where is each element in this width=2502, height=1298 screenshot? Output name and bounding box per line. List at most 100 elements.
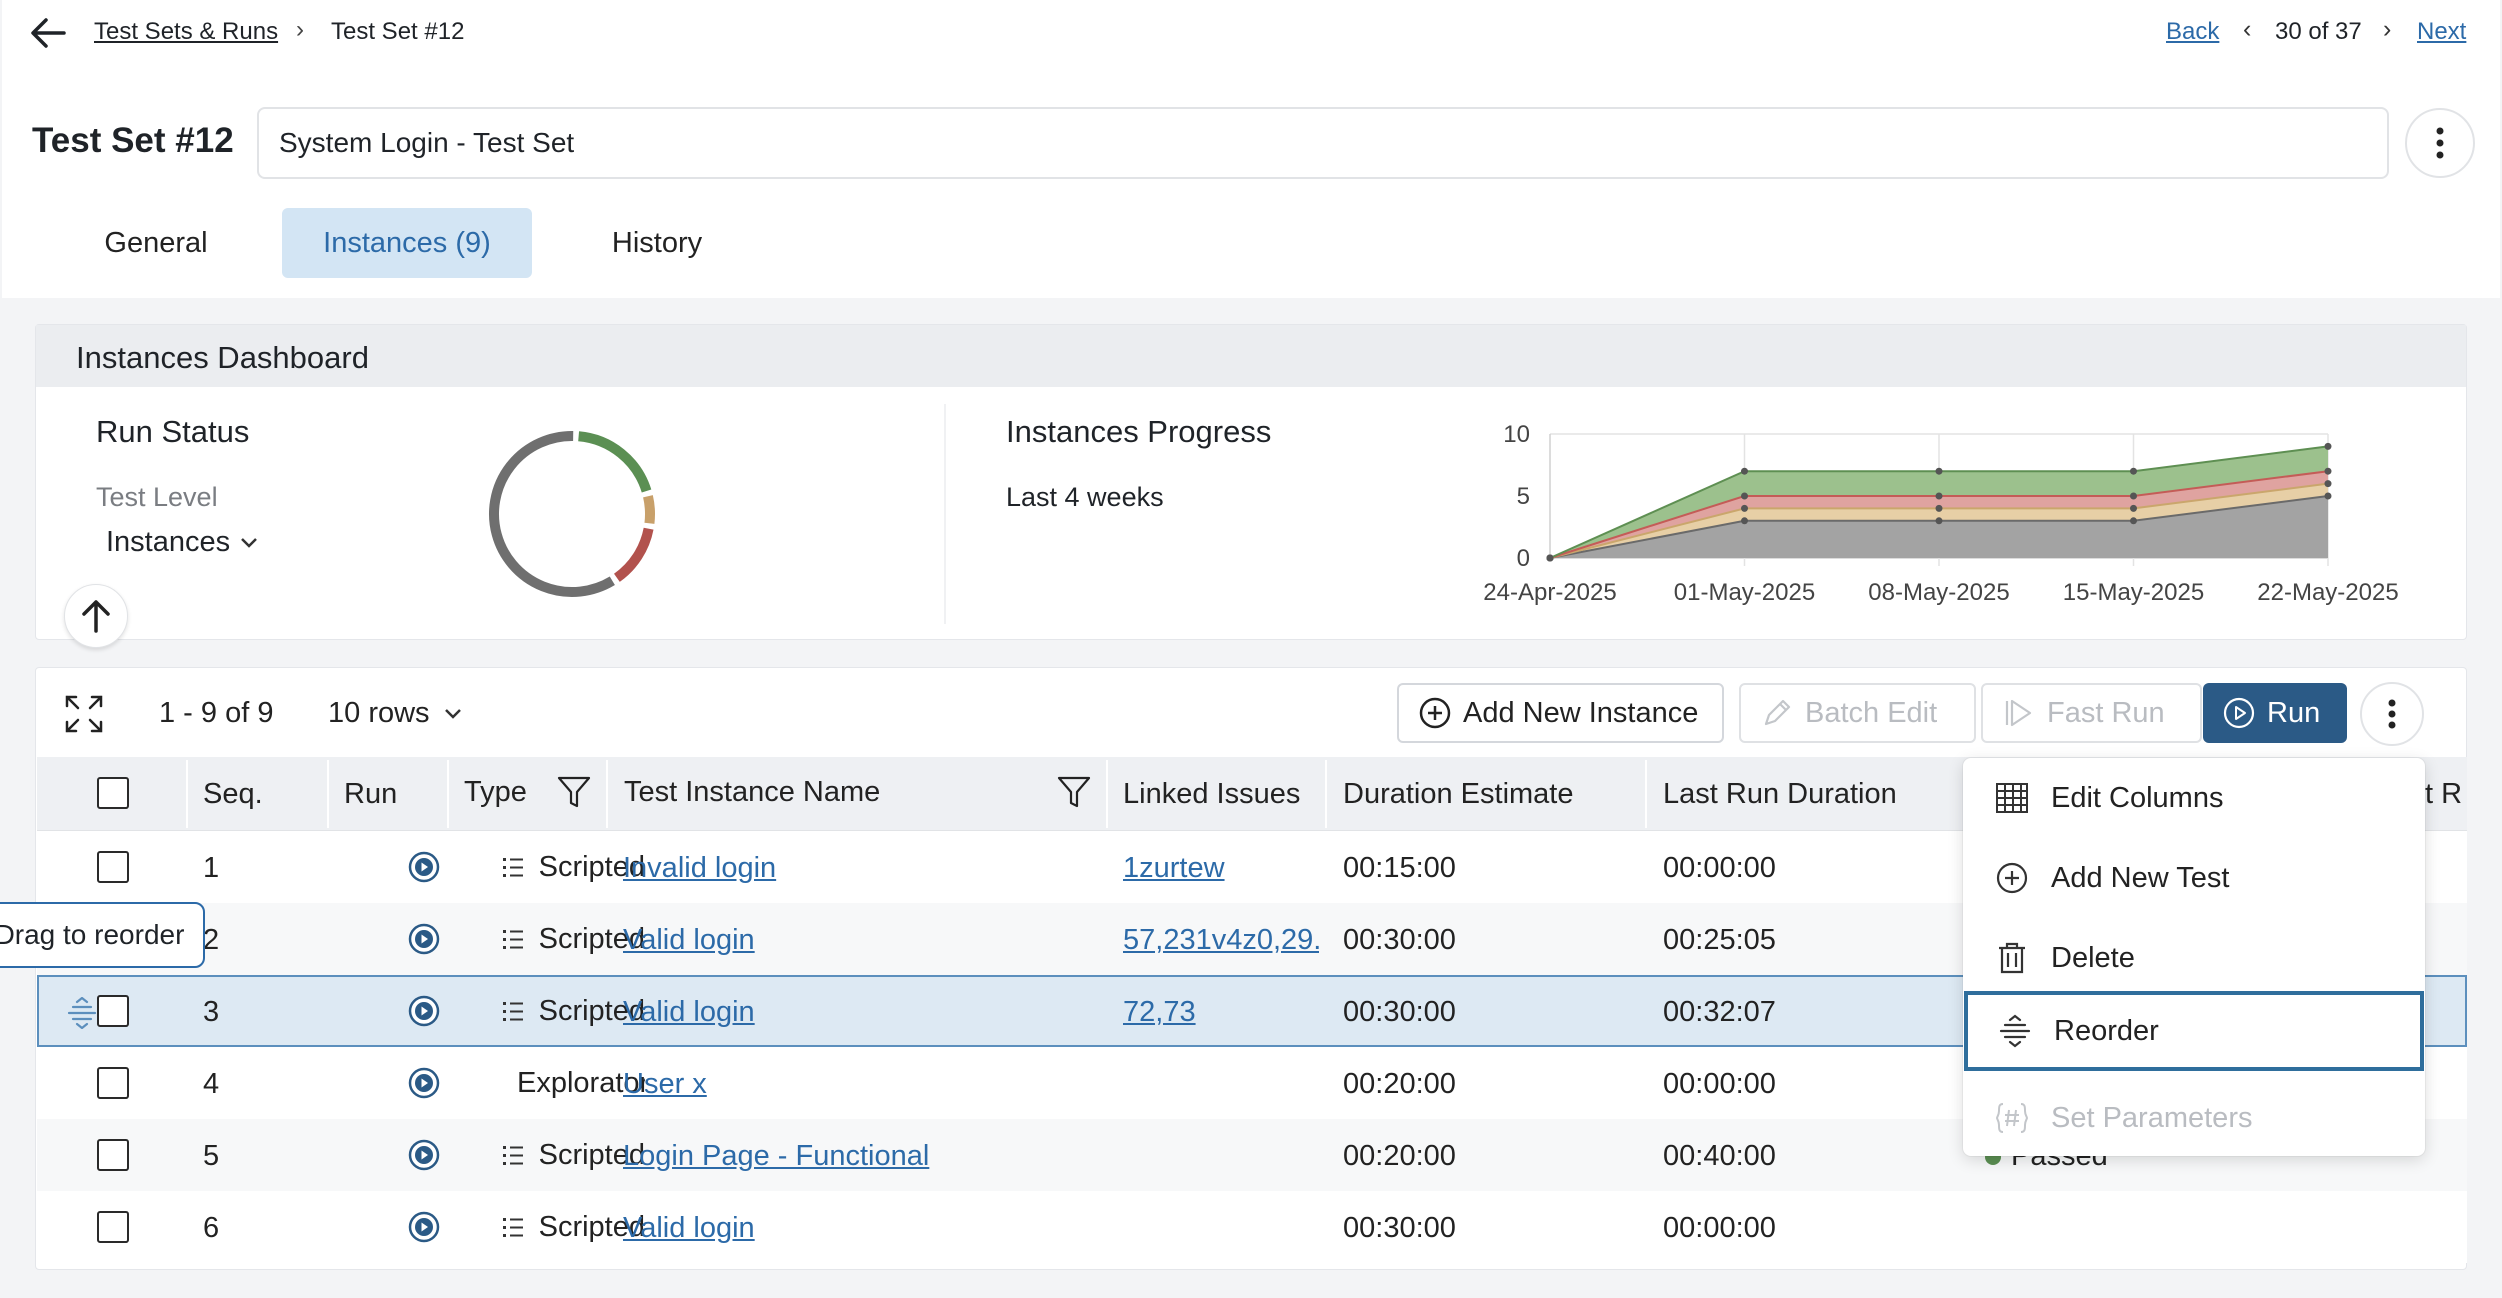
fast-run-label: Fast Run xyxy=(2047,696,2165,729)
row-name-link[interactable]: User x xyxy=(623,1068,707,1100)
run-play-icon[interactable] xyxy=(408,923,440,955)
back-arrow-icon[interactable] xyxy=(28,16,68,50)
run-label: Run xyxy=(2267,696,2321,729)
donut-slice xyxy=(489,431,615,597)
run-play-icon[interactable] xyxy=(408,1139,440,1171)
col-header-run[interactable]: Run xyxy=(344,778,398,810)
menu-item-edit-columns[interactable]: Edit Columns xyxy=(1965,759,2423,837)
kebab-icon xyxy=(2436,127,2444,159)
run-play-icon[interactable] xyxy=(408,1067,440,1099)
test-set-name-input[interactable] xyxy=(257,107,2389,179)
col-header-linked-issues[interactable]: Linked Issues xyxy=(1123,778,1301,810)
grid-more-button[interactable] xyxy=(2360,682,2424,746)
row-estimate: 00:15:00 xyxy=(1343,852,1456,884)
run-status-title: Run Status xyxy=(96,414,250,449)
menu-item-set-parameters[interactable]: Set Parameters xyxy=(1965,1079,2423,1157)
drag-handle-icon[interactable] xyxy=(65,997,99,1029)
breadcrumb-parent-link[interactable]: Test Sets & Runs xyxy=(94,18,279,45)
row-estimate: 00:30:00 xyxy=(1343,1212,1456,1244)
col-header-duration-estimate[interactable]: Duration Estimate xyxy=(1343,778,1574,810)
y-tick-label: 0 xyxy=(1517,545,1530,572)
list-icon xyxy=(503,929,523,949)
col-header-name[interactable]: Test Instance Name xyxy=(624,776,881,808)
row-name-link[interactable]: Invalid login xyxy=(623,852,777,884)
grid-range: 1 - 9 of 9 xyxy=(159,697,274,729)
filter-icon[interactable] xyxy=(556,774,592,810)
add-new-instance-button[interactable]: Add New Instance xyxy=(1397,683,1724,743)
rows-per-page-value: 10 rows xyxy=(328,697,430,729)
chevron-down-icon xyxy=(444,708,461,719)
run-play-icon[interactable] xyxy=(408,995,440,1027)
trash-icon xyxy=(1999,942,2025,974)
row-issues-link[interactable]: 57,231v4z0,29... xyxy=(1123,924,1319,956)
pager-back-link[interactable]: Back xyxy=(2166,18,2220,45)
tab-instances[interactable]: Instances (9) xyxy=(282,208,532,278)
tab-history[interactable]: History xyxy=(611,226,703,259)
batch-edit-label: Batch Edit xyxy=(1805,696,1938,729)
row-checkbox[interactable] xyxy=(97,851,129,883)
header-more-button[interactable] xyxy=(2405,108,2475,178)
add-new-instance-label: Add New Instance xyxy=(1463,696,1699,729)
data-point xyxy=(1741,504,1748,512)
row-type-label: Scripted xyxy=(538,923,645,955)
menu-item-label: Edit Columns xyxy=(2051,781,2224,814)
data-point xyxy=(1935,467,1943,475)
row-issues-link[interactable]: 72,73 xyxy=(1123,996,1196,1028)
row-name-link[interactable]: Valid login xyxy=(623,1212,755,1244)
run-button[interactable]: Run xyxy=(2203,683,2347,743)
pager-prev-icon[interactable]: ‹ xyxy=(2243,15,2252,43)
data-point xyxy=(1935,517,1943,525)
select-all-checkbox[interactable] xyxy=(97,777,129,809)
drag-tooltip: Drag to reorder xyxy=(0,902,205,968)
filter-icon[interactable] xyxy=(1056,774,1092,810)
expand-icon[interactable] xyxy=(64,694,104,734)
table-row[interactable]: 6 Scripted Valid login 00:30:00 00:00:00 xyxy=(37,1191,2467,1263)
col-divider xyxy=(1645,760,1647,828)
test-level-select[interactable]: Instances xyxy=(106,526,258,559)
data-point xyxy=(2130,504,2137,512)
menu-item-delete[interactable]: Delete xyxy=(1965,919,2423,997)
run-play-icon[interactable] xyxy=(408,1211,440,1243)
row-checkbox[interactable] xyxy=(97,1139,129,1171)
menu-item-reorder[interactable]: Reorder xyxy=(1964,991,2424,1071)
col-header-seq[interactable]: Seq. xyxy=(203,778,263,810)
batch-edit-button[interactable]: Batch Edit xyxy=(1739,683,1976,743)
tab-general[interactable]: General xyxy=(104,226,208,259)
row-checkbox[interactable] xyxy=(97,995,129,1027)
col-header-last-run-duration[interactable]: Last Run Duration xyxy=(1663,778,1897,810)
col-divider xyxy=(186,760,188,828)
row-name-link[interactable]: Login Page - Functional xyxy=(623,1140,930,1172)
col-header-last-run-status[interactable]: t R xyxy=(2425,778,2463,810)
pencil-icon xyxy=(1764,699,1791,726)
scroll-top-button[interactable] xyxy=(64,584,128,648)
page-title: Test Set #12 xyxy=(32,121,234,160)
row-checkbox[interactable] xyxy=(97,1211,129,1243)
row-type-label: Scripted xyxy=(538,851,645,883)
rows-per-page-select[interactable]: 10 rows xyxy=(328,697,462,730)
pager-position: 30 of 37 xyxy=(2275,18,2362,45)
x-tick-label: 22-May-2025 xyxy=(2257,579,2398,606)
list-icon xyxy=(503,857,523,877)
row-type: Scripted xyxy=(501,923,645,956)
fast-run-button[interactable]: Fast Run xyxy=(1981,683,2202,743)
row-checkbox[interactable] xyxy=(97,1067,129,1099)
menu-item-add-new-test[interactable]: Add New Test xyxy=(1965,839,2423,917)
col-header-type[interactable]: Type xyxy=(464,776,527,808)
row-last-duration: 00:32:07 xyxy=(1663,996,1776,1028)
fast-run-icon xyxy=(2005,699,2032,727)
row-name-link[interactable]: Valid login xyxy=(623,996,755,1028)
pager-next-icon[interactable]: › xyxy=(2383,15,2392,43)
row-name-link[interactable]: Valid login xyxy=(623,924,755,956)
y-tick-label: 10 xyxy=(1503,421,1530,448)
donut-slice xyxy=(578,431,652,493)
row-issues-link[interactable]: 1zurtew xyxy=(1123,852,1225,884)
kebab-icon xyxy=(2388,699,2396,729)
row-seq: 2 xyxy=(203,924,220,956)
x-tick-label: 01-May-2025 xyxy=(1674,579,1815,606)
progress-title: Instances Progress xyxy=(1006,414,1272,449)
run-play-icon[interactable] xyxy=(408,851,440,883)
menu-item-label: Delete xyxy=(2051,941,2135,974)
pager-next-link[interactable]: Next xyxy=(2417,18,2467,45)
breadcrumb-current: Test Set #12 xyxy=(331,18,465,45)
data-point xyxy=(2130,517,2137,525)
